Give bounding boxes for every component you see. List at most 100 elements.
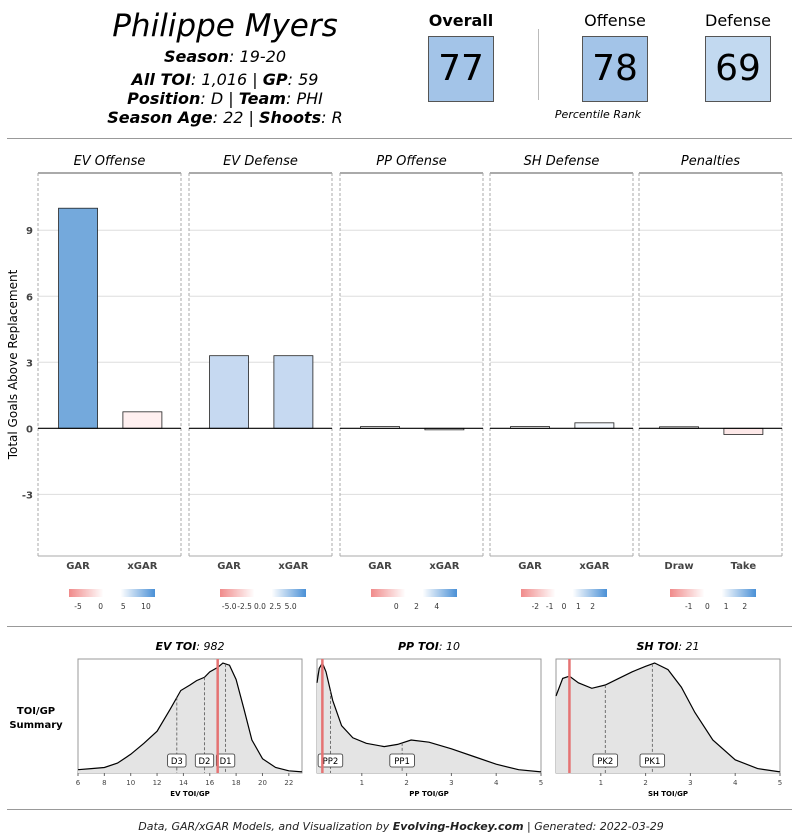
legend-tick-label: 0 xyxy=(705,602,710,611)
bar-xgar xyxy=(273,355,314,429)
x-tick-label: 3 xyxy=(449,779,453,787)
density-area xyxy=(317,663,541,773)
x-tick-label: Take xyxy=(731,561,757,572)
y-tick-label: 0 xyxy=(26,424,33,435)
overall-rank-box: 77 xyxy=(428,36,494,102)
shoots-value-wrap: : R xyxy=(321,108,343,127)
legend-tick-label: -1 xyxy=(546,602,554,611)
season-value: 19-20 xyxy=(239,47,287,66)
team-label: Team xyxy=(238,89,286,108)
panel-ev-offense: EV Offense GAR xGAR -5 0 5 10 xyxy=(37,154,182,611)
y-tick-label: 3 xyxy=(26,358,33,369)
tier-marker-box xyxy=(194,753,215,768)
middle-divider xyxy=(7,626,792,627)
gp-value-wrap: : 59 xyxy=(287,70,319,89)
x-tick-label: GAR xyxy=(518,561,542,572)
density-line xyxy=(316,661,542,773)
gp-label: GP xyxy=(262,70,288,89)
x-tick-label: xGAR xyxy=(278,561,308,572)
defense-label: Defense xyxy=(705,11,771,30)
percentile-rank-label: Percentile Rank xyxy=(554,108,642,121)
toi-panel-title: PP TOI: 10 xyxy=(398,640,460,653)
season-line: Season: 19-20 xyxy=(40,47,410,66)
legend-tick-label: 0 xyxy=(98,602,103,611)
legend-tick-label: -2.5 xyxy=(237,602,252,611)
toi-value-wrap: : 1,016 | xyxy=(190,70,263,89)
legend-tick-label: 2.5 xyxy=(269,602,281,611)
legend-tick-label: -1 xyxy=(685,602,693,611)
age-label: Season Age xyxy=(107,108,213,127)
legend-tick-label: 0.0 xyxy=(254,602,266,611)
toi-title-label: SH TOI xyxy=(636,640,678,653)
density-area xyxy=(556,663,780,773)
y-tick-label: -3 xyxy=(22,490,33,501)
age-value-wrap: : 22 | xyxy=(212,108,260,127)
summary-label-line1: TOI/GP xyxy=(17,706,55,717)
x-tick-label: 22 xyxy=(284,779,293,787)
legend-colorbar xyxy=(69,589,155,597)
legend-tick-label: 2 xyxy=(742,602,747,611)
x-tick-label: 8 xyxy=(102,779,106,787)
age-line: Season Age: 22 | Shoots: R xyxy=(40,108,410,127)
x-tick-label: 14 xyxy=(179,779,188,787)
x-tick-label: GAR xyxy=(368,561,392,572)
team-value: PHI xyxy=(296,89,323,108)
footer-brand: Evolving-Hockey.com xyxy=(392,820,524,833)
x-tick-label: 18 xyxy=(232,779,241,787)
tier-marker-box xyxy=(215,753,236,768)
age-value: 22 xyxy=(223,108,244,127)
legend-tick-label: 0 xyxy=(394,602,399,611)
bar-take xyxy=(723,427,764,435)
tier-marker-label: D1 xyxy=(220,757,232,767)
position-value-wrap: : D | xyxy=(200,89,239,108)
toi-title-value: : 21 xyxy=(678,640,699,653)
toi-title-value: : 982 xyxy=(196,640,224,653)
toi-panel-title: SH TOI: 21 xyxy=(636,640,699,653)
x-tick-label: 5 xyxy=(539,779,543,787)
tier-marker-box xyxy=(639,753,666,768)
offense-label: Offense xyxy=(584,11,646,30)
x-tick-label: 6 xyxy=(76,779,81,787)
x-tick-label: 10 xyxy=(126,779,135,787)
legend-tick-label: 5 xyxy=(121,602,126,611)
tier-marker-box xyxy=(389,753,415,768)
summary-label-line2: Summary xyxy=(9,720,63,731)
toi-title-value: : 10 xyxy=(439,640,460,653)
tier-marker-box xyxy=(592,753,618,768)
density-line xyxy=(555,662,781,773)
x-tick-label: xGAR xyxy=(579,561,609,572)
x-tick-label: Draw xyxy=(664,561,693,572)
density-line xyxy=(77,662,303,773)
x-tick-label: 2 xyxy=(643,779,647,787)
offense-rank-box: 78 xyxy=(582,36,648,102)
toi-panel-3: SH TOI: 21 PK2 PK1 1 2 3 4 5 SH TOI/GP xyxy=(555,640,782,798)
tier-marker-label: D3 xyxy=(171,757,183,767)
position-line: Position: D | Team: PHI xyxy=(40,89,410,108)
density-area xyxy=(78,663,302,773)
toi-panel-1: EV TOI: 982 D3 D2 D1 6 8 10 12 14 16 18 20 22 EV TOI/… xyxy=(76,640,303,798)
x-tick-label: 1 xyxy=(599,779,603,787)
x-tick-label: GAR xyxy=(66,561,90,572)
x-tick-label: 2 xyxy=(404,779,408,787)
toi-panel-title: EV TOI: 982 xyxy=(155,640,224,653)
position-value: D xyxy=(210,89,224,108)
x-axis-label: EV TOI/GP xyxy=(170,790,209,798)
x-tick-label: xGAR xyxy=(429,561,459,572)
footer-prefix: Data, GAR/xGAR Models, and Visualization… xyxy=(138,820,393,833)
legend-tick-label: 4 xyxy=(434,602,439,611)
x-axis-label: SH TOI/GP xyxy=(648,790,688,798)
toi-panel-2: PP TOI: 10 PP2 PP1 1 2 3 4 5 PP TOI/GP xyxy=(316,640,543,798)
x-tick-label: 20 xyxy=(258,779,267,787)
shoots-value: R xyxy=(331,108,343,127)
x-tick-label: 16 xyxy=(205,779,214,787)
panel-pp-offense: PP Offense GAR xGAR 0 2 4 xyxy=(339,154,484,611)
x-tick-label: xGAR xyxy=(127,561,157,572)
x-tick-label: 1 xyxy=(360,779,364,787)
team-value-wrap: : PHI xyxy=(285,89,323,108)
x-tick-label: 4 xyxy=(733,779,738,787)
panel-title: Penalties xyxy=(681,154,740,169)
top-divider xyxy=(7,138,792,139)
footer-suffix: | Generated: 2022-03-29 xyxy=(523,820,664,833)
bar-gar xyxy=(209,355,249,429)
